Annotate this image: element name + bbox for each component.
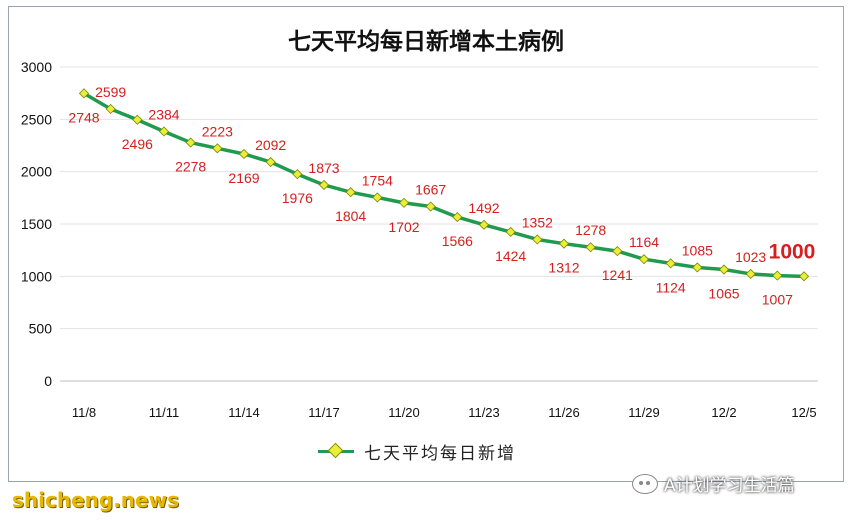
legend-line-swatch <box>318 442 354 458</box>
data-point <box>478 219 490 230</box>
data-label: 1566 <box>442 233 473 249</box>
data-point <box>718 264 730 275</box>
data-label: 1667 <box>415 182 446 198</box>
x-tick-label: 11/23 <box>468 405 500 420</box>
data-label: 2223 <box>202 123 233 139</box>
data-label: 1976 <box>282 190 313 206</box>
data-point <box>745 268 756 279</box>
x-tick-label: 12/5 <box>791 405 816 420</box>
y-tick-label: 0 <box>44 373 52 389</box>
data-point <box>78 88 90 99</box>
data-point <box>398 197 410 208</box>
x-tick-label: 11/17 <box>308 405 340 420</box>
data-label: 2384 <box>148 106 179 122</box>
data-label: 1312 <box>548 260 579 276</box>
data-point <box>185 137 196 148</box>
series-line <box>83 91 805 279</box>
data-point <box>692 262 703 273</box>
data-label: 1164 <box>629 234 659 250</box>
x-tick-label: 11/11 <box>149 405 180 420</box>
data-point <box>425 201 436 212</box>
x-tick-label: 11/20 <box>388 405 420 420</box>
x-tick-label: 11/8 <box>72 405 96 420</box>
source-credit: shicheng.news <box>12 488 179 512</box>
legend-marker <box>327 442 344 458</box>
data-label: 1424 <box>495 248 526 264</box>
data-point <box>238 148 250 160</box>
account-badge: A计划学习生活篇 <box>632 471 795 496</box>
data-label: 2599 <box>95 84 126 100</box>
y-tick-label: 2000 <box>21 164 52 180</box>
x-tick-label: 11/14 <box>228 405 260 420</box>
data-point <box>532 234 543 245</box>
data-label: 2496 <box>122 136 153 152</box>
data-label: 1241 <box>602 267 633 283</box>
chart-title: 七天平均每日新增本土病例 <box>288 29 564 55</box>
data-point <box>798 271 810 282</box>
data-point <box>612 246 623 257</box>
data-point <box>212 143 223 154</box>
data-label: 1124 <box>656 279 686 295</box>
data-point <box>292 169 303 180</box>
data-point <box>665 258 676 269</box>
data-point <box>105 103 116 115</box>
data-label: 1065 <box>708 286 739 302</box>
legend-label: 七天平均每日新增 <box>364 443 516 464</box>
data-label: 1804 <box>335 208 366 224</box>
data-label: 1085 <box>682 242 713 258</box>
x-tick-label: 11/29 <box>628 405 660 420</box>
data-label: 1000 <box>769 240 816 263</box>
data-label: 2748 <box>68 109 99 125</box>
chart-legend: 七天平均每日新增 <box>318 440 516 464</box>
data-label: 1754 <box>362 172 393 188</box>
data-label: 2092 <box>255 137 286 153</box>
data-point <box>452 212 463 223</box>
x-tick-label: 11/26 <box>548 405 580 420</box>
y-tick-label: 2500 <box>21 111 52 127</box>
data-label: 2169 <box>228 170 259 186</box>
data-point <box>265 156 276 168</box>
account-name: A计划学习生活篇 <box>664 476 795 496</box>
data-label: 1873 <box>308 160 339 176</box>
data-label: 1352 <box>522 214 553 230</box>
data-label: 1492 <box>468 200 499 216</box>
x-tick-label: 12/2 <box>711 405 736 420</box>
y-tick-label: 500 <box>29 321 53 337</box>
data-label: 1702 <box>388 219 419 235</box>
data-point <box>158 126 170 137</box>
data-point <box>505 226 516 238</box>
data-label: 1278 <box>575 222 606 238</box>
y-tick-label: 1500 <box>21 216 52 232</box>
chart-frame <box>8 6 844 482</box>
data-point <box>772 270 783 281</box>
data-point <box>638 254 650 265</box>
data-point <box>345 187 356 198</box>
data-point <box>558 238 570 249</box>
y-tick-label: 1000 <box>21 268 52 284</box>
data-label: 1007 <box>762 292 793 308</box>
data-point <box>318 179 330 191</box>
data-label: 1023 <box>735 249 766 265</box>
data-point <box>585 242 596 253</box>
data-label: 2278 <box>175 159 206 175</box>
data-point <box>372 192 383 203</box>
y-tick-label: 3000 <box>21 59 52 75</box>
data-point <box>132 114 143 125</box>
wechat-icon <box>632 473 658 494</box>
